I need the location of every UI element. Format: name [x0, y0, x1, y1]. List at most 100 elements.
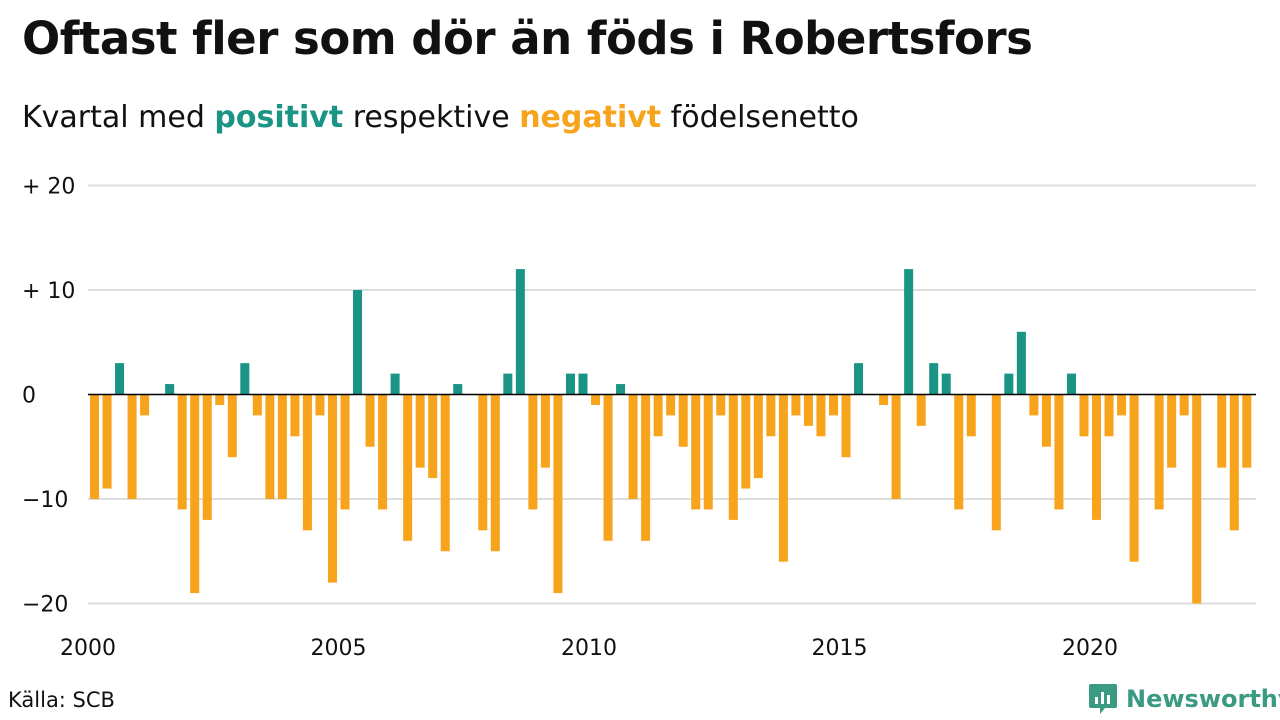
- bar-negative: [641, 394, 651, 541]
- bar-negative: [227, 394, 237, 458]
- subtitle-before: Kvartal med: [22, 100, 215, 135]
- bar-negative: [1242, 394, 1252, 468]
- bar-negative: [791, 394, 801, 416]
- bar-negative: [778, 394, 788, 562]
- bar-positive: [503, 373, 513, 395]
- bar-positive: [515, 269, 525, 395]
- bar-positive: [390, 373, 400, 395]
- y-tick-label: 0: [22, 384, 36, 409]
- bar-negative: [753, 394, 763, 479]
- bar-positive: [240, 363, 250, 395]
- bar-negative: [378, 394, 388, 510]
- bar-negative: [340, 394, 350, 510]
- x-tick-label: 2015: [812, 636, 868, 661]
- bar-negative: [966, 394, 976, 437]
- bar-negative: [277, 394, 287, 499]
- y-tick-label: + 20: [22, 175, 75, 200]
- bar-positive: [353, 290, 363, 395]
- brand-name: Newsworthy: [1126, 685, 1280, 713]
- subtitle-negative-word: negativt: [519, 100, 662, 135]
- bar-positive: [565, 373, 575, 395]
- bar-negative: [1054, 394, 1064, 510]
- bar-negative: [440, 394, 450, 552]
- bar-positive: [1004, 373, 1014, 395]
- bar-negative: [653, 394, 663, 437]
- bar-negative: [1179, 394, 1189, 416]
- bar-positive: [904, 269, 914, 395]
- bar-negative: [252, 394, 262, 416]
- y-tick-label: −10: [22, 488, 68, 513]
- x-tick-label: 2010: [561, 636, 617, 661]
- bar-negative: [1029, 394, 1039, 416]
- bar-negative: [766, 394, 776, 437]
- bar-negative: [678, 394, 688, 447]
- bar-negative: [403, 394, 413, 541]
- bar-negative: [891, 394, 901, 499]
- subtitle-after: födelsenetto: [661, 100, 859, 135]
- bar-positive: [165, 384, 175, 395]
- bar-negative: [553, 394, 563, 594]
- chart-title: Oftast fler som dör än föds i Robertsfor…: [22, 12, 1033, 65]
- bar-negative: [916, 394, 926, 426]
- bar-negative: [215, 394, 225, 405]
- bar-negative: [728, 394, 738, 520]
- bar-negative: [628, 394, 638, 499]
- bar-negative: [1129, 394, 1139, 562]
- x-tick-label: 2005: [311, 636, 367, 661]
- y-tick-label: + 10: [22, 279, 75, 304]
- chart-subtitle: Kvartal med positivt respektive negativt…: [22, 100, 859, 135]
- bar-negative: [591, 394, 601, 405]
- bar-negative: [1154, 394, 1164, 510]
- bar-negative: [816, 394, 826, 437]
- bar-positive: [1066, 373, 1076, 395]
- bar-negative: [177, 394, 187, 510]
- bar-negative: [127, 394, 137, 499]
- bar-negative: [879, 394, 889, 405]
- brand: Newsworthy: [1088, 682, 1280, 716]
- bar-negative: [265, 394, 275, 499]
- bar-negative: [315, 394, 325, 416]
- bar-negative: [828, 394, 838, 416]
- bar-negative: [1117, 394, 1127, 416]
- bar-negative: [1092, 394, 1102, 520]
- bar-negative: [716, 394, 726, 416]
- bar-positive: [616, 384, 626, 395]
- y-tick-label: −20: [22, 593, 68, 618]
- bar-negative: [1167, 394, 1177, 468]
- bar-positive: [929, 363, 939, 395]
- bar-negative: [1192, 394, 1202, 604]
- source-note: Källa: SCB: [8, 688, 115, 712]
- bar-negative: [803, 394, 813, 426]
- x-tick-label: 2020: [1062, 636, 1118, 661]
- bar-negative: [528, 394, 538, 510]
- bar-negative: [1041, 394, 1051, 447]
- bar-positive: [453, 384, 463, 395]
- x-tick-label: 2000: [60, 636, 116, 661]
- bar-negative: [490, 394, 500, 552]
- bar-negative: [428, 394, 438, 479]
- bar-negative: [954, 394, 964, 510]
- bar-negative: [140, 394, 150, 416]
- bar-positive: [578, 373, 588, 395]
- bar-negative: [202, 394, 212, 520]
- bar-negative: [1079, 394, 1089, 437]
- bar-positive: [941, 373, 951, 395]
- bar-negative: [1229, 394, 1239, 531]
- bar-positive: [1016, 331, 1026, 395]
- bar-negative: [102, 394, 112, 489]
- bar-positive: [854, 363, 864, 395]
- bar-negative: [603, 394, 613, 541]
- bar-negative: [703, 394, 713, 510]
- bar-negative: [1104, 394, 1114, 437]
- bar-negative: [540, 394, 550, 468]
- bar-negative: [90, 394, 100, 499]
- subtitle-positive-word: positivt: [214, 100, 344, 135]
- bar-negative: [991, 394, 1001, 531]
- newsworthy-logo-icon: [1089, 684, 1117, 714]
- bar-negative: [327, 394, 337, 583]
- bar-negative: [1217, 394, 1227, 468]
- bar-negative: [478, 394, 488, 531]
- bar-negative: [190, 394, 200, 594]
- bar-negative: [365, 394, 375, 447]
